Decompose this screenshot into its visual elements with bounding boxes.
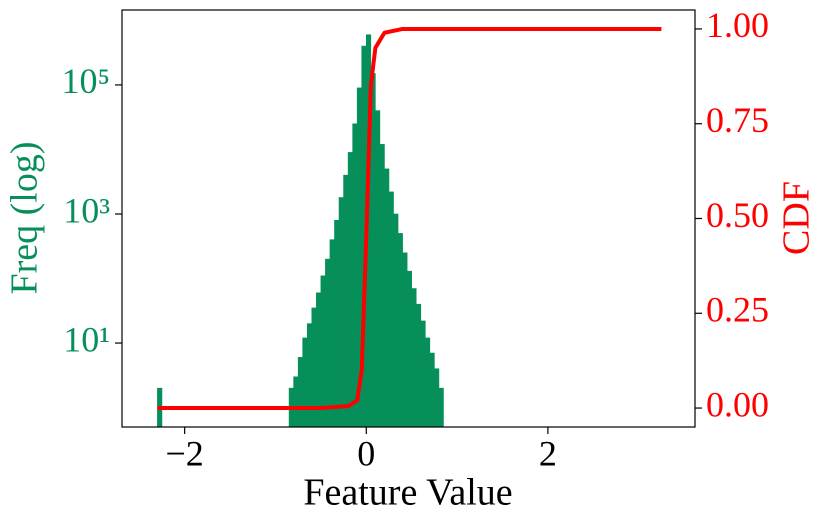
y2-tick-label: 1.00 xyxy=(706,5,769,45)
histogram-bar xyxy=(338,197,344,428)
histogram-bar xyxy=(293,376,299,428)
histogram-bar xyxy=(384,168,390,428)
histogram-bar xyxy=(329,239,335,428)
histogram-bar xyxy=(397,233,403,428)
x-axis-label: Feature Value xyxy=(303,472,512,514)
y-tick-label: 10⁵ xyxy=(61,61,110,101)
histogram-bar xyxy=(388,191,394,428)
x-tick-label: 0 xyxy=(357,433,375,473)
histogram-bar xyxy=(306,323,313,428)
histogram-bar xyxy=(424,337,431,428)
y2-tick-label: 0.50 xyxy=(706,195,769,235)
histogram-bar xyxy=(379,144,385,428)
histogram-bar xyxy=(415,303,422,428)
histogram-bar xyxy=(434,368,440,428)
x-tick-label: −2 xyxy=(166,433,204,473)
y-tick-label: 10¹ xyxy=(63,319,110,359)
y2-axis-label: CDF xyxy=(776,181,818,255)
histogram-bar xyxy=(402,252,408,428)
histogram-bar xyxy=(438,387,444,428)
histogram-bar xyxy=(325,258,331,428)
y2-tick-label: 0.25 xyxy=(706,290,769,330)
histogram-bar xyxy=(406,270,412,428)
histogram-bar xyxy=(302,337,308,428)
cdf-line xyxy=(157,26,662,411)
histogram-bar xyxy=(352,123,358,428)
histogram-bar xyxy=(297,357,304,428)
histogram-bar xyxy=(334,219,340,428)
y-axis-label: Freq (log) xyxy=(4,141,46,294)
histogram-bar xyxy=(375,110,381,428)
y2-tick-label: 0.00 xyxy=(706,384,769,424)
y2-tick-label: 0.75 xyxy=(706,100,769,140)
histogram-bar xyxy=(393,213,399,428)
histogram-bar xyxy=(411,288,417,428)
histogram-bar xyxy=(320,275,326,428)
y-tick-label: 10³ xyxy=(63,190,110,230)
x-tick-label: 2 xyxy=(539,433,557,473)
histogram-bar xyxy=(429,352,435,428)
histogram-bar xyxy=(347,152,353,428)
histogram-bar xyxy=(420,320,426,428)
histogram-bar xyxy=(343,174,349,428)
